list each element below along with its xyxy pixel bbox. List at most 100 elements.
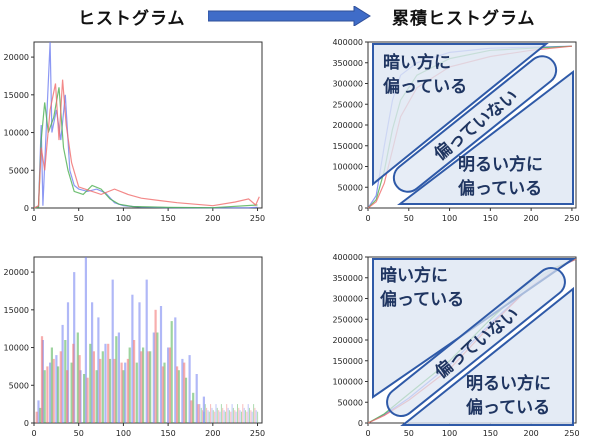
red-bar	[113, 358, 116, 423]
plot-frame	[33, 41, 263, 209]
y-tick-label: 300000	[332, 295, 363, 304]
bright-note-line2: 偏っている	[466, 397, 550, 418]
green-bar	[64, 340, 67, 423]
dark-note-line1: 暗い方に	[380, 265, 448, 286]
blue-bar	[138, 302, 141, 423]
noise-bar	[237, 404, 238, 423]
blue-bar	[202, 396, 205, 423]
blue-bar	[181, 358, 184, 423]
green-bar	[101, 351, 104, 423]
y-tick-label: 10000	[4, 344, 29, 353]
y-tick-label: 20000	[4, 53, 29, 62]
blue-bar	[188, 355, 191, 423]
x-tick-label: 150	[483, 214, 498, 223]
green-bar	[122, 370, 125, 423]
x-tick-label: 250	[250, 429, 265, 438]
red-bar	[59, 351, 62, 423]
blue-bar	[167, 347, 170, 423]
histogram-skewed-panel: 0 5000 10000 15000 20000 0 50 100 150 200 250	[0, 32, 270, 231]
blue-bar	[61, 324, 64, 423]
red-bar	[154, 309, 157, 423]
x-tick-label: 150	[483, 429, 498, 438]
red-bar	[168, 347, 171, 423]
bright-region-note	[397, 69, 574, 205]
green-bar	[135, 362, 138, 423]
green-bar	[170, 321, 173, 423]
y-tick-label: 10000	[4, 129, 29, 138]
green-bar	[108, 358, 112, 423]
blue-bar	[66, 302, 70, 423]
noise-bar	[210, 404, 212, 423]
red-series-line	[33, 79, 260, 209]
red-bar	[72, 343, 75, 423]
x-tick-label: 250	[250, 214, 265, 223]
red-bar	[35, 411, 38, 423]
noise-bar	[222, 407, 224, 423]
noise-bar	[207, 410, 209, 423]
noise-bar	[257, 411, 259, 423]
noise-bar	[246, 411, 248, 423]
y-tick-label: 250000	[332, 100, 363, 109]
green-bar	[50, 347, 53, 423]
green-bar	[149, 351, 152, 423]
blue-bar	[159, 306, 163, 423]
red-bar	[190, 400, 193, 423]
x-tick-label: 250	[564, 429, 579, 438]
green-bar	[115, 336, 118, 423]
y-tick-label: 5000	[9, 166, 29, 175]
noise-bar	[241, 411, 242, 423]
y-tick-label: 200000	[332, 121, 363, 130]
y-tick-label: 100000	[332, 163, 363, 172]
histogram-skewed-chart: 0 5000 10000 15000 20000 0 50 100 150 200 250	[4, 41, 265, 223]
x-tick-label: 100	[116, 429, 131, 438]
noise-bar	[204, 404, 206, 423]
red-bar	[99, 358, 102, 423]
x-tick-label: 150	[160, 429, 175, 438]
cumulative-flat-chart: 0 50000 100000 150000 200000 250000 300000 3500…	[332, 253, 579, 438]
blue-bar	[174, 317, 177, 423]
y-tick-label: 0	[24, 204, 29, 213]
bright-note-line2: 偏っている	[458, 178, 542, 199]
red-bar	[197, 404, 200, 423]
red-bar	[120, 362, 123, 423]
noise-bar	[223, 410, 225, 423]
red-bar	[107, 343, 110, 423]
y-tick-label: 20000	[4, 268, 29, 277]
green-bar	[156, 332, 159, 423]
histogram-heading: ヒストグラム	[78, 9, 186, 29]
x-tick-label: 0	[365, 214, 370, 223]
red-bar	[40, 336, 44, 423]
x-tick-label: 0	[31, 429, 36, 438]
blue-bar	[91, 302, 94, 423]
green-series-line	[33, 87, 258, 209]
noise-bar	[250, 410, 252, 423]
dark-note-line2: 偏っている	[383, 76, 467, 97]
y-tick-label: 400000	[332, 253, 363, 262]
green-bar	[128, 347, 131, 423]
red-bar	[46, 366, 49, 423]
cumulative-flat-panel: 0 50000 100000 150000 200000 250000 300000 3500…	[328, 247, 588, 446]
red-bar	[52, 358, 55, 423]
red-bar	[140, 351, 143, 423]
histogram-flat-panel: 0 5000 10000 15000 20000 0 50 100 150 200 250	[0, 247, 270, 446]
y-tick-label: 0	[358, 204, 363, 213]
blue-bar	[195, 374, 198, 423]
noise-bar	[220, 404, 222, 423]
blue-bar	[97, 317, 100, 423]
blue-bar	[152, 332, 155, 423]
y-tick-label: 15000	[4, 306, 29, 315]
green-bar	[76, 332, 79, 423]
y-tick-label: 50000	[338, 183, 363, 192]
red-bar	[161, 366, 164, 423]
y-tick-label: 0	[24, 419, 29, 428]
red-bar	[92, 351, 95, 423]
noise-bar	[206, 407, 208, 423]
y-tick-label: 0	[358, 419, 363, 428]
red-bar	[86, 377, 89, 423]
noise-bar	[254, 407, 256, 423]
noise-bar	[211, 407, 213, 423]
red-bar	[183, 362, 186, 423]
noise-bar	[218, 410, 220, 423]
blue-bar	[117, 332, 120, 423]
green-bar	[70, 362, 73, 423]
